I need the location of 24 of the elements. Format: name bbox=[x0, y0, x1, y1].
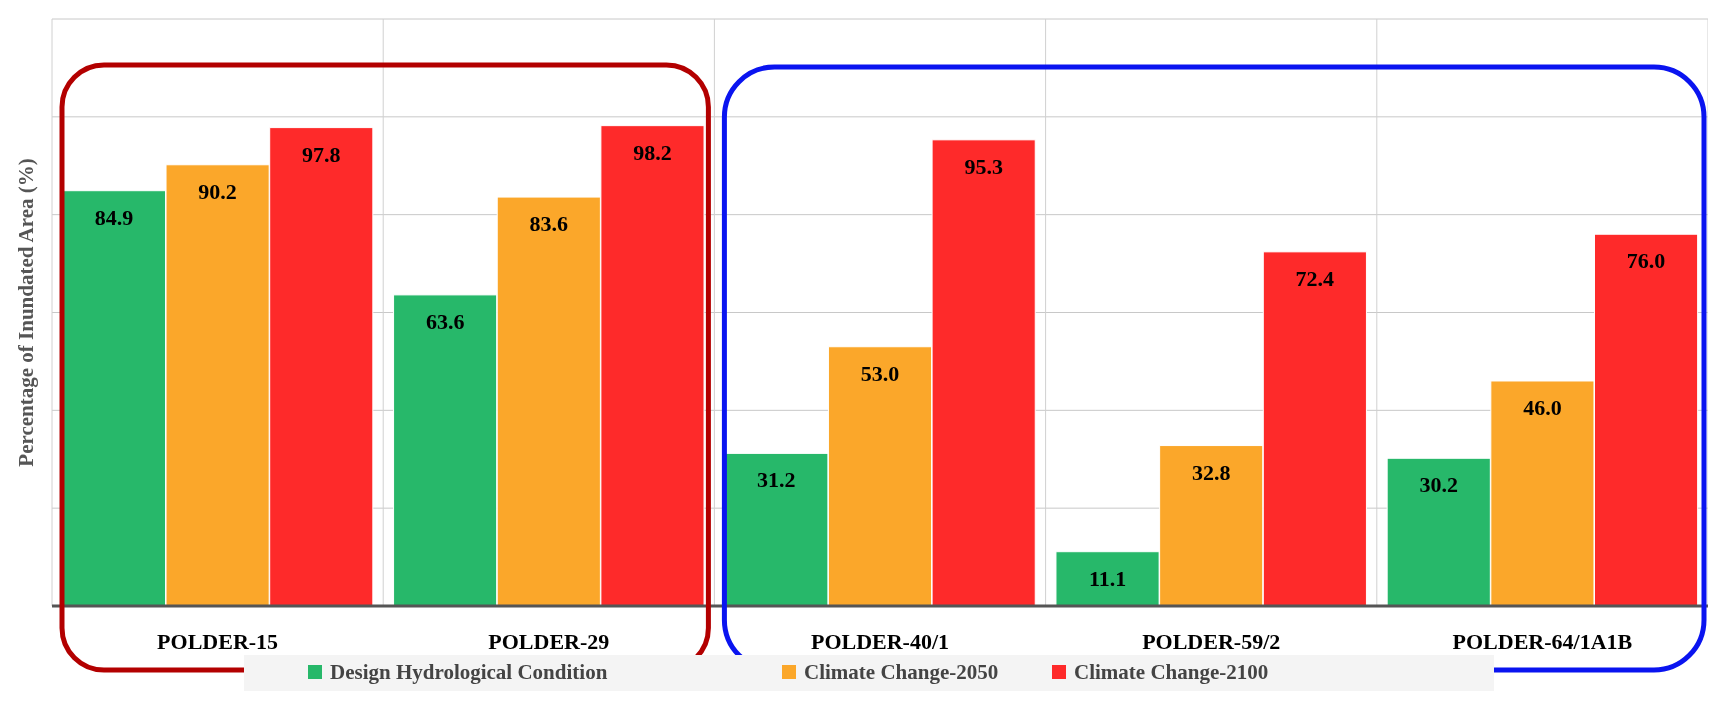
data-label: 97.8 bbox=[302, 141, 341, 167]
data-label: 63.6 bbox=[425, 308, 465, 334]
x-tick-label: POLDER-64/1A1B bbox=[1452, 629, 1633, 654]
data-label: 90.2 bbox=[198, 178, 237, 204]
data-label: 46.0 bbox=[1523, 394, 1562, 420]
data-label: 76.0 bbox=[1626, 248, 1666, 274]
legend-label: Design Hydrological Condition bbox=[330, 660, 608, 684]
legend-label: Climate Change-2050 bbox=[804, 660, 999, 684]
x-tick-label: POLDER-40/1 bbox=[810, 629, 950, 654]
data-label: 83.6 bbox=[529, 211, 569, 237]
data-label: 53.0 bbox=[860, 360, 900, 386]
data-label: 72.4 bbox=[1295, 265, 1335, 291]
data-label: 98.2 bbox=[633, 139, 672, 165]
data-label: 11.1 bbox=[1088, 565, 1127, 591]
x-tick-label: POLDER-29 bbox=[488, 629, 610, 654]
legend-label: Climate Change-2100 bbox=[1074, 660, 1269, 684]
data-label: 31.2 bbox=[757, 467, 796, 493]
data-label: 95.3 bbox=[964, 153, 1003, 179]
x-tick-label: POLDER-59/2 bbox=[1142, 629, 1281, 654]
data-label: 32.8 bbox=[1191, 459, 1231, 485]
data-label: 30.2 bbox=[1419, 472, 1458, 498]
data-label: 84.9 bbox=[94, 204, 134, 230]
y-axis-title: Percentage of Inundated Area (%) bbox=[14, 158, 38, 467]
x-tick-label: POLDER-15 bbox=[157, 629, 279, 654]
